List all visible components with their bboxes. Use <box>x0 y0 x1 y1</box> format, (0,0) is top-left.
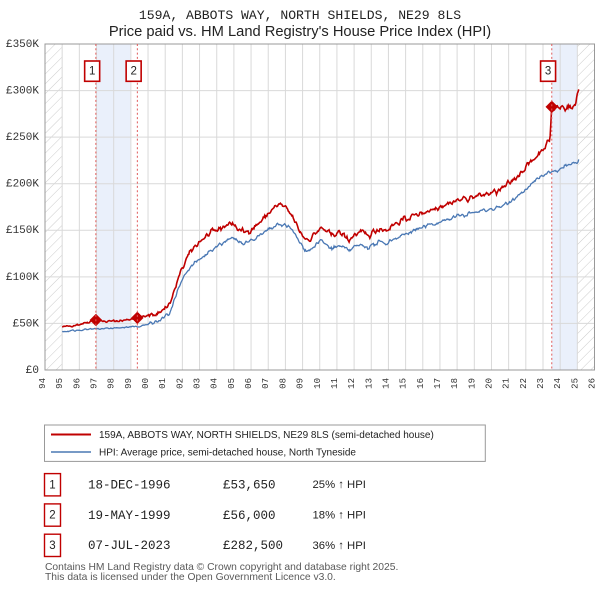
svg-text:25: 25 <box>570 378 580 389</box>
svg-text:00: 00 <box>141 378 151 389</box>
svg-text:20: 20 <box>484 378 494 389</box>
svg-text:£282,500: £282,500 <box>223 539 283 553</box>
svg-text:97: 97 <box>90 378 100 389</box>
svg-text:06: 06 <box>244 378 254 389</box>
svg-text:36% ↑ HPI: 36% ↑ HPI <box>313 540 366 552</box>
svg-text:15: 15 <box>399 378 409 389</box>
svg-text:£300K: £300K <box>6 85 39 97</box>
svg-text:14: 14 <box>381 378 391 389</box>
svg-text:18: 18 <box>450 378 460 389</box>
svg-text:94: 94 <box>38 378 48 389</box>
svg-text:£200K: £200K <box>6 179 39 191</box>
svg-text:1: 1 <box>89 66 95 78</box>
svg-text:18-DEC-1996: 18-DEC-1996 <box>88 479 171 493</box>
svg-text:01: 01 <box>158 378 168 389</box>
svg-text:13: 13 <box>364 378 374 389</box>
svg-text:18% ↑ HPI: 18% ↑ HPI <box>313 510 366 522</box>
svg-text:19-MAY-1999: 19-MAY-1999 <box>88 509 171 523</box>
svg-text:08: 08 <box>278 378 288 389</box>
svg-text:98: 98 <box>107 378 117 389</box>
svg-text:21: 21 <box>502 378 512 389</box>
svg-text:£53,650: £53,650 <box>223 479 276 493</box>
svg-text:£100K: £100K <box>6 272 39 284</box>
svg-text:17: 17 <box>433 378 443 389</box>
svg-text:3: 3 <box>49 540 55 552</box>
svg-text:99: 99 <box>124 378 134 389</box>
svg-text:09: 09 <box>296 378 306 389</box>
svg-text:10: 10 <box>313 378 323 389</box>
svg-text:1: 1 <box>49 479 55 491</box>
svg-text:2: 2 <box>130 66 136 78</box>
svg-text:2: 2 <box>49 510 55 522</box>
svg-text:11: 11 <box>330 378 340 389</box>
svg-text:22: 22 <box>519 378 529 389</box>
svg-text:£350K: £350K <box>6 39 39 51</box>
svg-text:£56,000: £56,000 <box>223 509 276 523</box>
svg-text:3: 3 <box>545 66 551 78</box>
svg-text:159A, ABBOTS WAY, NORTH SHIELD: 159A, ABBOTS WAY, NORTH SHIELDS, NE29 8L… <box>99 430 434 441</box>
svg-text:£50K: £50K <box>13 318 40 330</box>
svg-text:19: 19 <box>467 378 477 389</box>
svg-text:HPI: Average price, semi-detac: HPI: Average price, semi-detached house,… <box>99 448 356 459</box>
svg-text:24: 24 <box>553 378 563 389</box>
svg-text:£250K: £250K <box>6 132 39 144</box>
svg-text:07: 07 <box>261 378 271 389</box>
svg-text:95: 95 <box>55 378 65 389</box>
svg-text:12: 12 <box>347 378 357 389</box>
svg-text:96: 96 <box>72 378 82 389</box>
svg-text:£150K: £150K <box>6 225 39 237</box>
svg-text:04: 04 <box>210 378 220 389</box>
svg-text:07-JUL-2023: 07-JUL-2023 <box>88 539 171 553</box>
svg-text:£0: £0 <box>26 365 39 377</box>
svg-text:26: 26 <box>588 378 598 389</box>
svg-text:03: 03 <box>193 378 203 389</box>
svg-text:23: 23 <box>536 378 546 389</box>
svg-text:16: 16 <box>416 378 426 389</box>
svg-text:05: 05 <box>227 378 237 389</box>
svg-text:02: 02 <box>175 378 185 389</box>
svg-text:This data is licensed under th: This data is licensed under the Open Gov… <box>45 572 336 583</box>
svg-text:25% ↑ HPI: 25% ↑ HPI <box>313 479 366 491</box>
